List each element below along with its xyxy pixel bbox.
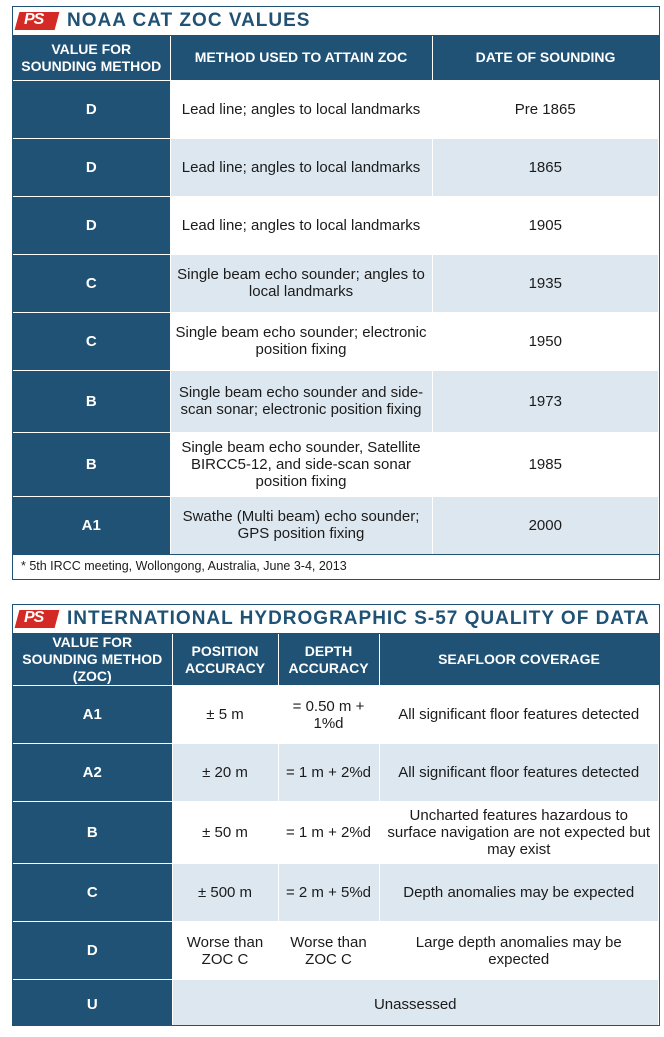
depth-accuracy-cell: = 2 m + 5%d bbox=[278, 863, 380, 922]
seafloor-coverage-cell: Depth anomalies may be expected bbox=[379, 863, 659, 922]
date-cell: 1865 bbox=[432, 137, 659, 196]
column-header: SEAFLOOR COVERAGE bbox=[379, 634, 659, 686]
panel-title-bar: PS NOAA CAT ZOC VALUES bbox=[13, 7, 659, 36]
ps-logo-icon: PS bbox=[14, 10, 60, 32]
panel-title: NOAA CAT ZOC VALUES bbox=[67, 10, 311, 31]
zoc-value: D bbox=[13, 79, 171, 138]
panel-title-bar: PS INTERNATIONAL HYDROGRAPHIC S-57 QUALI… bbox=[13, 605, 659, 634]
method-cell: Single beam echo sounder and side-scan s… bbox=[170, 369, 433, 432]
table-row: C ± 500 m = 2 m + 5%d Depth anomalies ma… bbox=[13, 863, 659, 922]
zoc-value: U bbox=[13, 979, 173, 1025]
date-cell: 1905 bbox=[432, 195, 659, 254]
footnote: * 5th IRCC meeting, Wollongong, Australi… bbox=[13, 554, 659, 576]
table-row: B ± 50 m = 1 m + 2%d Uncharted features … bbox=[13, 801, 659, 864]
seafloor-coverage-cell: All significant floor features detected bbox=[379, 685, 659, 744]
s57-quality-panel: PS INTERNATIONAL HYDROGRAPHIC S-57 QUALI… bbox=[12, 604, 660, 1026]
method-cell: Single beam echo sounder; electronic pos… bbox=[170, 311, 433, 370]
noaa-cat-zoc-panel: PS NOAA CAT ZOC VALUES VALUE FOR SOUNDIN… bbox=[12, 6, 660, 580]
zoc-value: B bbox=[13, 369, 171, 432]
zoc-value: C bbox=[13, 863, 173, 922]
zoc-value: B bbox=[13, 431, 171, 496]
table-header-row: VALUE FOR SOUNDING METHOD METHOD USED TO… bbox=[13, 36, 659, 80]
table-row: B Single beam echo sounder, Satellite BI… bbox=[13, 431, 659, 496]
method-cell: Single beam echo sounder; angles to loca… bbox=[170, 253, 433, 312]
zoc-value: A2 bbox=[13, 743, 173, 802]
column-header: POSITION ACCURACY bbox=[172, 634, 279, 686]
zoc-value: D bbox=[13, 921, 173, 980]
depth-accuracy-cell: = 0.50 m + 1%d bbox=[278, 685, 380, 744]
s57-quality-table: VALUE FOR SOUNDING METHOD (ZOC) POSITION… bbox=[13, 634, 659, 1025]
ps-logo-icon: PS bbox=[14, 608, 60, 630]
table-row: D Lead line; angles to local landmarks 1… bbox=[13, 137, 659, 196]
method-cell: Single beam echo sounder, Satellite BIRC… bbox=[170, 431, 433, 496]
unassessed-cell: Unassessed bbox=[172, 979, 659, 1025]
table-row: D Lead line; angles to local landmarks 1… bbox=[13, 195, 659, 254]
column-header: VALUE FOR SOUNDING METHOD bbox=[13, 36, 171, 80]
column-header: DATE OF SOUNDING bbox=[432, 36, 659, 80]
zoc-value: D bbox=[13, 137, 171, 196]
method-cell: Lead line; angles to local landmarks bbox=[170, 79, 433, 138]
depth-accuracy-cell: = 1 m + 2%d bbox=[278, 801, 380, 864]
zoc-value: C bbox=[13, 311, 171, 370]
table-row: D Lead line; angles to local landmarks P… bbox=[13, 79, 659, 138]
seafloor-coverage-cell: All significant floor features detected bbox=[379, 743, 659, 802]
zoc-value: A1 bbox=[13, 685, 173, 744]
method-cell: Swathe (Multi beam) echo sounder; GPS po… bbox=[170, 495, 433, 554]
zoc-value: B bbox=[13, 801, 173, 864]
table-row: A1 ± 5 m = 0.50 m + 1%d All significant … bbox=[13, 685, 659, 744]
panel-title: INTERNATIONAL HYDROGRAPHIC S-57 QUALITY … bbox=[67, 608, 650, 629]
zoc-value: C bbox=[13, 253, 171, 312]
date-cell: Pre 1865 bbox=[432, 79, 659, 138]
table-row: C Single beam echo sounder; angles to lo… bbox=[13, 253, 659, 312]
noaa-zoc-table: VALUE FOR SOUNDING METHOD METHOD USED TO… bbox=[13, 36, 659, 554]
depth-accuracy-cell: = 1 m + 2%d bbox=[278, 743, 380, 802]
position-accuracy-cell: ± 50 m bbox=[172, 801, 279, 864]
date-cell: 2000 bbox=[432, 495, 659, 554]
date-cell: 1985 bbox=[432, 431, 659, 496]
table-row: C Single beam echo sounder; electronic p… bbox=[13, 311, 659, 370]
position-accuracy-cell: Worse than ZOC C bbox=[172, 921, 279, 980]
seafloor-coverage-cell: Uncharted features hazardous to surface … bbox=[379, 801, 659, 864]
table-row: A1 Swathe (Multi beam) echo sounder; GPS… bbox=[13, 495, 659, 554]
table-row: B Single beam echo sounder and side-scan… bbox=[13, 369, 659, 432]
seafloor-coverage-cell: Large depth anomalies may be expected bbox=[379, 921, 659, 980]
date-cell: 1935 bbox=[432, 253, 659, 312]
column-header: METHOD USED TO ATTAIN ZOC bbox=[170, 36, 433, 80]
column-header: VALUE FOR SOUNDING METHOD (ZOC) bbox=[13, 634, 173, 686]
position-accuracy-cell: ± 500 m bbox=[172, 863, 279, 922]
method-cell: Lead line; angles to local landmarks bbox=[170, 195, 433, 254]
depth-accuracy-cell: Worse than ZOC C bbox=[278, 921, 380, 980]
column-header: DEPTH ACCURACY bbox=[278, 634, 380, 686]
method-cell: Lead line; angles to local landmarks bbox=[170, 137, 433, 196]
table-row: A2 ± 20 m = 1 m + 2%d All significant fl… bbox=[13, 743, 659, 802]
position-accuracy-cell: ± 5 m bbox=[172, 685, 279, 744]
position-accuracy-cell: ± 20 m bbox=[172, 743, 279, 802]
date-cell: 1950 bbox=[432, 311, 659, 370]
table-row: U Unassessed bbox=[13, 979, 659, 1025]
zoc-value: D bbox=[13, 195, 171, 254]
table-header-row: VALUE FOR SOUNDING METHOD (ZOC) POSITION… bbox=[13, 634, 659, 686]
zoc-value: A1 bbox=[13, 495, 171, 554]
table-row: D Worse than ZOC C Worse than ZOC C Larg… bbox=[13, 921, 659, 980]
date-cell: 1973 bbox=[432, 369, 659, 432]
